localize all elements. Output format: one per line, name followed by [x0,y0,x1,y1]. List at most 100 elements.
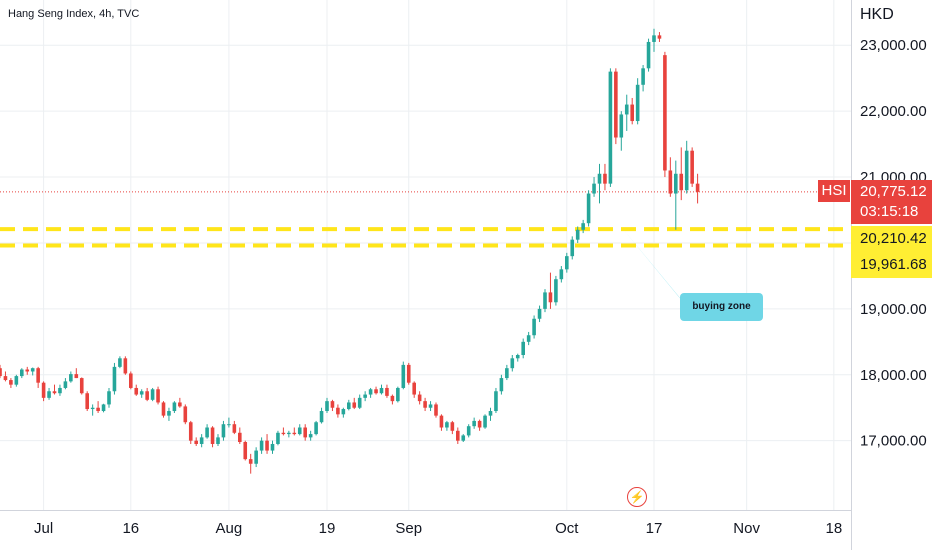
y-tick-label: 23,000.00 [860,37,927,54]
x-tick-label: 18 [826,520,843,537]
lightning-icon[interactable]: ⚡ [627,487,647,507]
candle-body [684,150,689,191]
candle-body [412,382,416,395]
candle-body [123,358,128,374]
candle-body [216,437,220,444]
candle-body [603,173,607,184]
candle-body [657,35,662,39]
x-tick-label: Oct [555,520,579,537]
candle-body [663,55,667,171]
x-tick-label: 19 [319,520,336,537]
candle-body [156,389,160,403]
candle-body [41,382,46,398]
candle-body [575,229,580,240]
ticker-tag: HSI [818,180,850,202]
candle-body [36,368,40,383]
last-price-label: 20,775.12 03:15:18 [851,180,932,224]
candle-body [96,407,100,412]
candle-body [439,415,444,428]
candle-body [134,387,139,395]
candle-body [238,432,242,443]
candle-body [341,409,346,415]
y-tick-label: 22,000.00 [860,103,927,120]
symbol-title[interactable]: Hang Seng Index, 4h, TVC [8,8,140,20]
candle-body [352,402,357,408]
x-tick-label: Sep [395,520,422,537]
note-pointer [623,229,690,310]
candle-body [47,391,51,398]
candle-body [630,104,634,122]
candle-body [58,387,62,394]
candle-body [254,450,258,464]
candle-body [319,411,324,423]
candle-body [368,389,373,395]
candle-body [30,368,35,372]
candle-body [52,391,57,394]
candle-body [379,387,384,394]
candle-body [624,104,629,115]
candle-body [543,292,547,309]
candle-body [548,292,553,303]
candle-body [565,256,569,270]
candle-body [406,364,411,383]
candle-body [510,358,515,369]
candle-body [499,378,504,392]
candle-body [308,434,313,438]
candle-body [614,71,618,138]
candle-body [118,358,122,367]
candle-body [494,391,498,412]
candle-body [477,420,482,428]
candle-body [483,415,487,428]
candle-body [357,397,362,408]
level-b-label: 19,961.68 [851,251,932,278]
candle-body [456,430,460,441]
candle-body [167,411,171,416]
candle-body [466,426,471,436]
candle-body [641,68,645,85]
candle-body [14,376,19,385]
candle-body [270,443,275,451]
candle-body [390,395,395,402]
buying-zone-note[interactable]: buying zone [680,293,763,321]
candle-body [428,404,433,408]
currency-label[interactable]: HKD [860,6,894,23]
candle-body [259,440,264,451]
candle-body [183,406,188,423]
candle-body [396,387,400,402]
candle-body [434,404,438,416]
candle-body [297,427,302,435]
y-tick-label: 17,000.00 [860,433,927,450]
bar-countdown: 03:15:18 [860,203,919,220]
candle-body [581,223,585,230]
candle-body [586,193,591,224]
candle-body [445,422,449,428]
y-tick-label: 19,000.00 [860,301,927,318]
candle-body [559,269,564,280]
candle-body [69,374,73,382]
candle-body [221,424,226,438]
candle-body [74,374,79,379]
candle-body [303,427,307,438]
candle-body [608,71,613,184]
candle-body [674,173,678,194]
candle-body [194,440,198,444]
candle-body [401,364,406,388]
candle-body [363,394,367,398]
candle-body [63,381,68,388]
last-price-value: 20,775.12 [860,183,927,200]
candle-body [90,407,95,410]
candle-body [537,308,542,319]
x-tick-label: Nov [733,520,760,537]
candle-body [521,341,525,356]
candle-body [172,402,177,412]
candle-body [145,391,149,400]
candle-body [515,355,520,359]
candle-body [619,114,624,138]
candle-body [107,391,111,405]
candle-body [79,378,84,394]
candle-body [161,402,166,416]
candle-body [248,459,253,464]
candle-body [532,318,536,336]
